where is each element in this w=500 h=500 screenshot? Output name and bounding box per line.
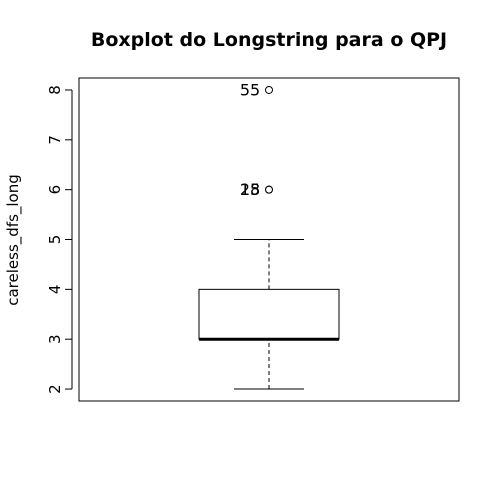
- iqr-box: [198, 288, 340, 340]
- outlier-point-1: [265, 185, 273, 194]
- y-axis-label: careless_dfs_long: [4, 174, 23, 306]
- y-tick-label-8: 8: [46, 85, 64, 95]
- box-group: [198, 239, 340, 390]
- outlier-label-1: 15: [240, 180, 260, 199]
- y-tick-label-7: 7: [46, 135, 64, 145]
- y-tick-label-6: 6: [46, 185, 64, 195]
- y-tick-label-2: 2: [46, 384, 64, 394]
- plot-frame: [78, 77, 460, 402]
- y-tick-label-4: 4: [46, 285, 64, 295]
- outlier-point-2: [265, 85, 273, 94]
- y-tick-label-3: 3: [46, 334, 64, 344]
- chart-title: Boxplot do Longstring para o QPJ: [91, 29, 447, 51]
- y-tick-label-5: 5: [46, 235, 64, 245]
- outlier-label-0: 28: [240, 180, 260, 199]
- y-axis: 2 3 4 5 6 7 8: [46, 85, 73, 394]
- outlier-label-2: 55: [240, 80, 260, 99]
